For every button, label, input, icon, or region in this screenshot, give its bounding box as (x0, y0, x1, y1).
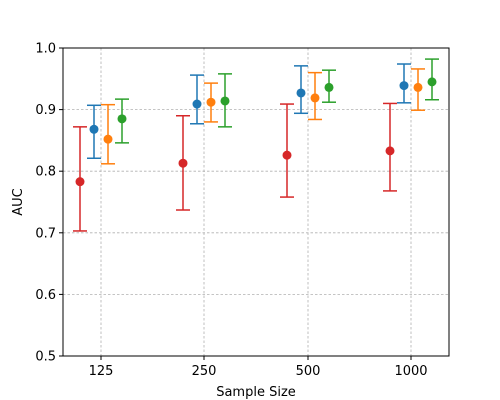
x-axis-label: Sample Size (216, 385, 296, 400)
plot-frame (62, 47, 450, 357)
data-marks (73, 58, 439, 232)
y-tick-label: 0.9 (35, 103, 56, 118)
x-tick-label: 125 (89, 364, 114, 379)
grid-lines (63, 47, 449, 357)
x-tick-label: 500 (296, 364, 321, 379)
data-point (75, 177, 85, 187)
data-point (399, 81, 409, 91)
y-tick-label: 1.0 (35, 42, 56, 57)
data-point (324, 82, 334, 92)
data-point (413, 82, 423, 92)
data-point (385, 146, 395, 156)
data-point (206, 97, 216, 107)
data-point (296, 88, 306, 98)
y-tick-label: 0.8 (35, 165, 56, 180)
axis-ticks: 0.5 0.6 0.7 0.8 0.9 1.0 125 250 500 1000 (35, 42, 427, 380)
series-group-2 (87, 63, 411, 160)
data-point (89, 124, 99, 134)
data-point (103, 134, 113, 144)
y-tick-label: 0.7 (35, 226, 56, 241)
data-point (427, 77, 437, 87)
y-axis-label: AUC (11, 188, 26, 216)
x-tick-label: 1000 (394, 364, 427, 379)
series-group-4 (115, 58, 439, 144)
series-group-3 (101, 68, 425, 165)
y-tick-label: 0.5 (35, 350, 56, 365)
data-point (117, 114, 127, 124)
data-point (220, 96, 230, 106)
data-point (192, 99, 202, 109)
y-tick-label: 0.6 (35, 288, 56, 303)
data-point (178, 158, 188, 168)
series-group-1 (73, 102, 397, 232)
data-point (310, 93, 320, 103)
x-tick-label: 250 (192, 364, 217, 379)
data-point (282, 150, 292, 160)
